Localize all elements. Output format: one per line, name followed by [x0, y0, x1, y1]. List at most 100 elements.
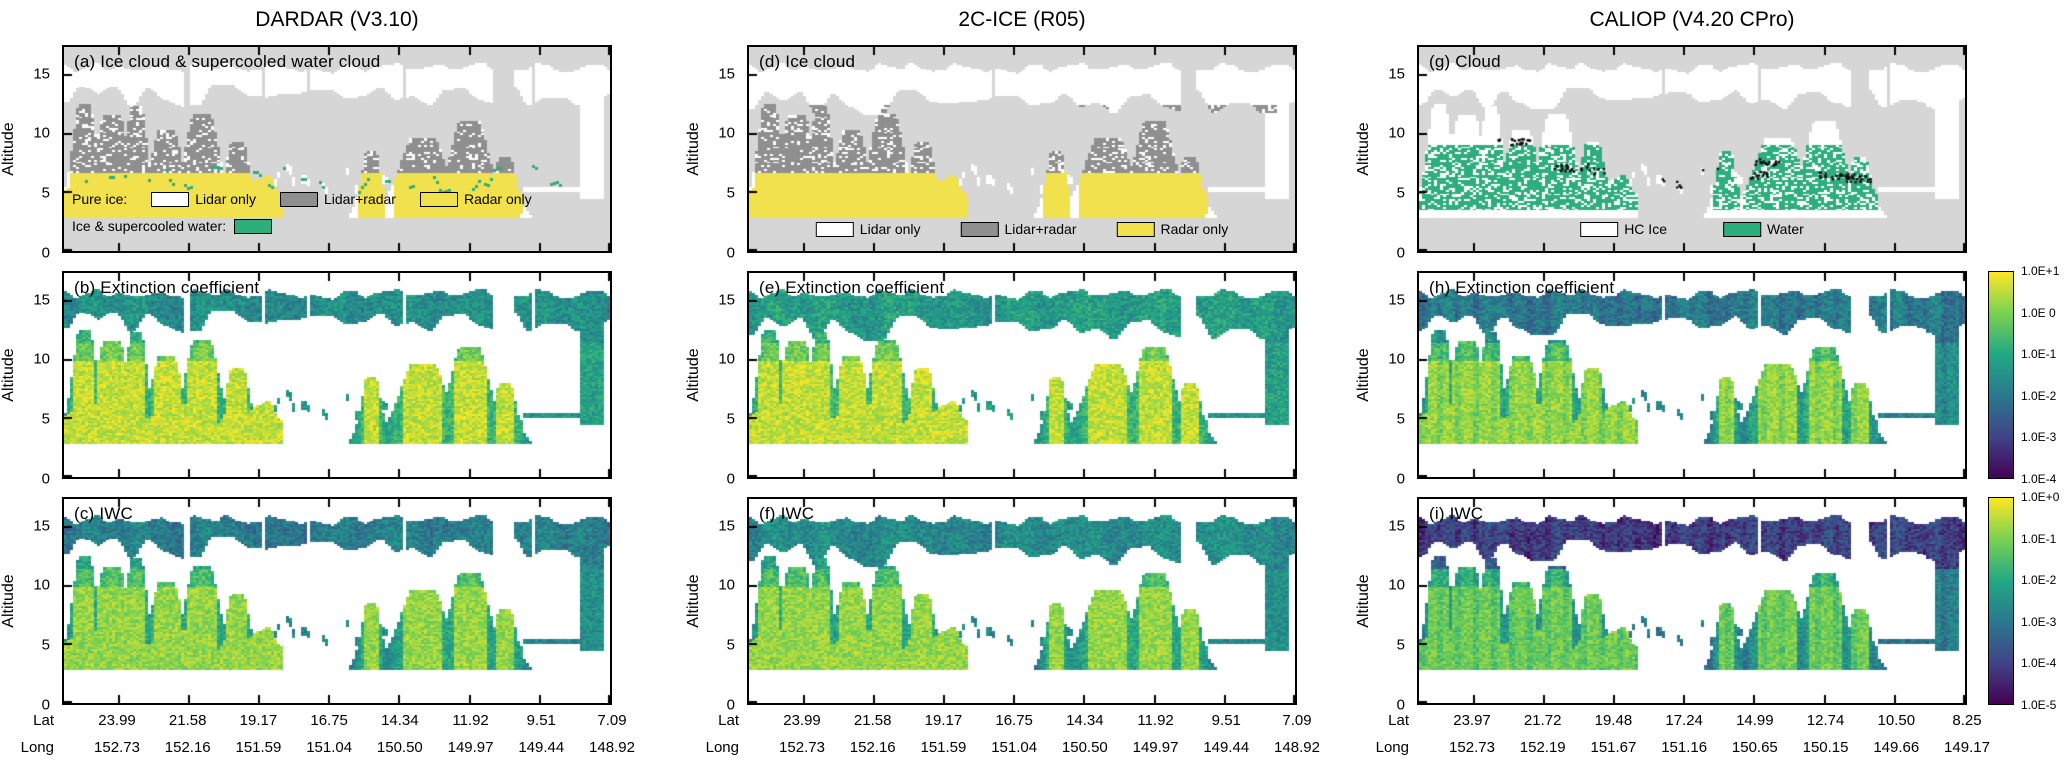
legend-dardar-classes: Pure ice: Lidar only Lidar+radar Radar o… — [72, 191, 532, 234]
y-tick-label: 0 — [41, 244, 50, 262]
colorbar-tick-label: 1.0E-1 — [2021, 531, 2057, 546]
long-axis-prefix: Long — [1375, 739, 1409, 756]
y-tick-label: 15 — [718, 517, 735, 535]
panel-g: (g) Cloud 0 5 10 15 Altitude HC Ice Water — [1355, 45, 1967, 262]
y-tick-label: 0 — [1396, 470, 1405, 488]
panel-g-curtain — [1419, 47, 1965, 251]
y-tick-label: 10 — [1388, 350, 1405, 368]
y-axis-title: Altitude — [1355, 348, 1372, 402]
radar-only-swatch — [1116, 221, 1155, 237]
x-tick-label: 21.58 — [168, 712, 207, 729]
y-axis-tick-labels: 0 5 10 15 — [1381, 45, 1413, 261]
panel-a: (a) Ice cloud & supercooled water cloud … — [0, 45, 612, 262]
x-tick-label: 7.09 — [1282, 712, 1312, 729]
legend-item-label: Lidar only — [195, 191, 256, 207]
y-tick-label: 10 — [1388, 576, 1405, 594]
x-tick-label: 9.51 — [1211, 712, 1241, 729]
x-tick-label: 9.51 — [526, 712, 556, 729]
long-axis-prefix: Long — [20, 739, 54, 756]
lat-axis-dardar: Lat 23.99 21.58 19.17 16.75 14.34 11.92 9.51 7.… — [33, 712, 626, 732]
x-tick-label: 152.73 — [779, 739, 825, 756]
y-tick-label: 15 — [718, 65, 735, 83]
legend-item-water: Water — [1722, 221, 1804, 237]
panel-d-curtain — [749, 47, 1295, 251]
x-tick-label: 148.92 — [1274, 739, 1320, 756]
panel-i-label: (i) IWC — [1429, 504, 1484, 523]
colorbar-extinction: 1.0E+1 1.0E 0 1.0E-1 1.0E-2 1.0E-3 1.0E-… — [1988, 264, 2066, 486]
lidar-radar-swatch — [960, 221, 999, 237]
panel-e-curtain — [749, 273, 1295, 477]
column-title-caliop: CALIOP (V4.20 CPro) — [1589, 8, 1795, 31]
hc-ice-swatch — [1580, 221, 1619, 237]
panel-c: (c) IWC 0 5 10 15 Altitude — [0, 497, 612, 714]
column-title-2cice: 2C-ICE (R05) — [958, 8, 1086, 31]
colorbar-tick-label: 1.0E+0 — [2021, 490, 2060, 504]
panel-i: (i) IWC 0 5 10 15 Altitude — [1355, 497, 1967, 714]
y-tick-label: 15 — [1388, 65, 1405, 83]
x-tick-label: 19.48 — [1594, 712, 1633, 729]
colorbar-tick-label: 1.0E-4 — [2021, 656, 2057, 671]
y-tick-label: 0 — [1396, 696, 1405, 714]
panel-d: (d) Ice cloud 0 5 10 15 Altitude Lidar only… — [685, 45, 1297, 262]
panel-g-label: (g) Cloud — [1429, 52, 1501, 71]
x-tick-label: 21.58 — [853, 712, 892, 729]
column-title-dardar: DARDAR (V3.10) — [255, 8, 419, 31]
x-tick-label: 23.99 — [98, 712, 136, 729]
y-tick-label: 10 — [33, 350, 50, 368]
x-tick-label: 10.50 — [1877, 712, 1916, 729]
x-tick-label: 14.99 — [1736, 712, 1774, 729]
x-tick-label: 150.50 — [1061, 739, 1108, 756]
y-axis-title: Altitude — [0, 574, 17, 628]
x-tick-label: 149.44 — [518, 739, 565, 756]
y-axis-tick-labels: 0 5 10 15 — [711, 271, 743, 487]
y-tick-label: 0 — [41, 696, 50, 714]
x-tick-label: 7.09 — [597, 712, 627, 729]
x-tick-label: 23.97 — [1453, 712, 1491, 729]
x-tick-label: 149.66 — [1873, 739, 1920, 756]
y-tick-label: 15 — [1388, 517, 1405, 535]
x-tick-label: 17.24 — [1665, 712, 1703, 729]
water-swatch — [1722, 221, 1761, 237]
panel-a-curtain — [64, 47, 610, 251]
legend-item-label: Water — [1766, 221, 1804, 237]
legend-item-lidar-radar: Lidar+radar — [279, 191, 396, 207]
lat-axis-2cice: Lat 23.99 21.58 19.17 16.75 14.34 11.92 9.51 7.… — [718, 712, 1311, 732]
y-axis-tick-labels: 0 5 10 15 — [711, 497, 743, 713]
lat-axis-prefix: Lat — [33, 712, 54, 729]
x-tick-label: 151.59 — [235, 739, 282, 756]
x-tick-label: 19.17 — [239, 712, 278, 729]
x-tick-label: 16.75 — [310, 712, 348, 729]
x-tick-label: 21.72 — [1523, 712, 1562, 729]
y-tick-label: 0 — [726, 696, 735, 714]
lidar-radar-swatch — [279, 191, 318, 207]
legend-item-label: Lidar only — [859, 221, 921, 237]
long-axis-prefix: Long — [705, 739, 739, 756]
colorbar-tick-label: 1.0E-1 — [2021, 347, 2057, 362]
y-tick-label: 10 — [718, 576, 735, 594]
legend-item-lidar-only: Lidar only — [151, 191, 256, 207]
x-tick-label: 14.34 — [1066, 712, 1104, 729]
panel-b: (b) Extinction coefficient 0 5 10 15 Altitu… — [0, 271, 612, 488]
colorbar-tick-label: 1.0E-3 — [2021, 430, 2057, 445]
panel-b-curtain — [64, 273, 610, 477]
x-tick-label: 11.92 — [1137, 712, 1174, 729]
lat-axis-prefix: Lat — [1388, 712, 1409, 729]
x-tick-label: 149.97 — [447, 739, 494, 756]
long-axis-2cice: Long 152.73 152.16 151.59 151.04 150.50 149.9… — [706, 739, 1320, 759]
y-tick-label: 5 — [41, 636, 50, 654]
colorbar-iwc-gradient — [1988, 497, 2014, 705]
legend-item-label: Lidar+radar — [323, 191, 396, 207]
panel-e: (e) Extinction coefficient 0 5 10 15 Altitu… — [685, 271, 1297, 488]
y-tick-label: 15 — [718, 291, 735, 309]
x-tick-label: 152.73 — [94, 739, 140, 756]
colorbar-tick-label: 1.0E-4 — [2021, 472, 2057, 486]
legend-title-pure-ice: Pure ice: — [72, 191, 128, 207]
y-tick-label: 10 — [33, 124, 50, 142]
lidar-only-swatch — [151, 191, 190, 207]
y-axis-title: Altitude — [685, 122, 702, 176]
y-tick-label: 0 — [1396, 244, 1405, 262]
colorbar-tick-label: 1.0E-5 — [2021, 698, 2057, 712]
y-tick-label: 10 — [1388, 124, 1405, 142]
y-tick-label: 5 — [726, 636, 735, 654]
y-axis-tick-labels: 0 5 10 15 — [26, 45, 58, 261]
